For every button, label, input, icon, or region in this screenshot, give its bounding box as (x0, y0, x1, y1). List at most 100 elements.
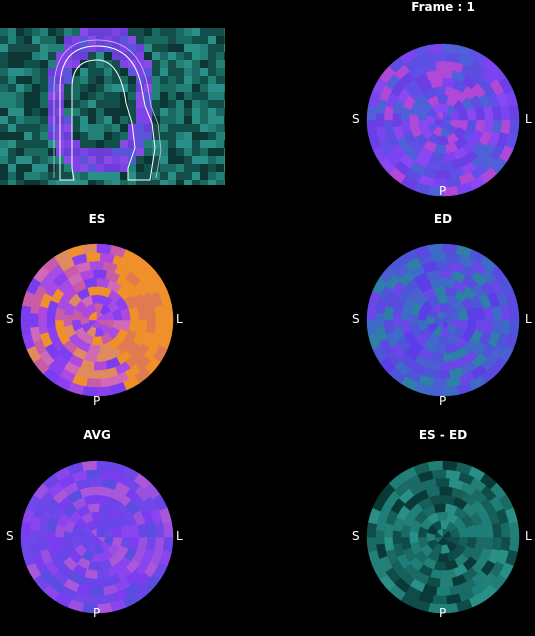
polar-segment (440, 269, 454, 278)
ed-posterior-label: P (439, 394, 446, 408)
polar-segment (443, 461, 458, 471)
polar-segment (163, 305, 173, 320)
polar-segment (21, 305, 31, 320)
polar-segment (29, 530, 38, 545)
polar-segment (501, 120, 511, 135)
avg-posterior-label: P (93, 606, 100, 620)
polar-segment (63, 531, 72, 543)
polar-segment (501, 305, 511, 320)
polar-segment (21, 320, 31, 335)
polar-segment (46, 313, 55, 327)
polar-segment (375, 113, 384, 128)
polar-segment (443, 244, 458, 254)
polar-segment (409, 314, 418, 326)
avg-septal-label: S (6, 529, 14, 543)
polar-segment (509, 537, 519, 552)
polar-segment (440, 486, 454, 495)
polar-segment (440, 578, 454, 587)
polar-segment (163, 320, 173, 335)
polar-segment (432, 595, 447, 604)
polar-segment (375, 530, 384, 545)
polar-segment (392, 313, 401, 327)
polar-segment (29, 313, 38, 328)
avg-polar-map[interactable] (20, 460, 174, 614)
polar-segment (509, 522, 519, 537)
frame-posterior-label: P (439, 184, 446, 198)
polar-segment (443, 44, 458, 54)
frame-septal-label: S (352, 112, 360, 126)
polar-segment (436, 370, 450, 379)
polar-segment (440, 69, 454, 78)
polar-segment (86, 469, 101, 478)
polar-segment (428, 244, 443, 254)
polar-segment (46, 530, 55, 544)
polar-segment (94, 269, 108, 278)
polar-segment (434, 286, 446, 295)
ed-title: ED (383, 212, 503, 226)
avg-title: AVG (37, 428, 157, 442)
polar-segment (432, 252, 447, 261)
polar-segment (88, 503, 100, 512)
polar-segment (440, 161, 454, 170)
frame-polar-map[interactable] (366, 43, 520, 197)
diff-title: ES - ED (383, 428, 503, 442)
polar-segment (94, 578, 108, 587)
polar-segment (432, 378, 447, 387)
polar-segment (367, 320, 377, 335)
polar-segment (501, 522, 511, 537)
polar-segment (436, 61, 450, 70)
diff-lateral-label: L (525, 529, 532, 543)
polar-segment (63, 314, 72, 326)
es-title: ES (37, 212, 157, 226)
polar-segment (90, 370, 104, 379)
polar-segment (367, 120, 377, 135)
polar-segment (409, 531, 418, 543)
polar-segment (367, 537, 377, 552)
polar-segment (163, 522, 173, 537)
polar-segment (90, 261, 104, 270)
polar-segment (436, 587, 450, 596)
polar-segment (155, 537, 165, 552)
ed-septal-label: S (352, 312, 360, 326)
polar-segment (86, 252, 101, 261)
polar-segment (94, 361, 108, 370)
polar-segment (86, 595, 101, 604)
polar-segment (97, 244, 112, 254)
polar-segment (501, 537, 511, 552)
polar-segment (82, 461, 97, 471)
polar-segment (392, 113, 401, 127)
polar-segment (428, 461, 443, 471)
polar-segment (90, 478, 104, 487)
polar-segment (82, 244, 97, 254)
polar-segment (367, 522, 377, 537)
es-septal-label: S (6, 312, 14, 326)
polar-segment (428, 44, 443, 54)
polar-segment (88, 286, 100, 295)
polar-segment (21, 537, 31, 552)
polar-segment (501, 105, 511, 120)
ed-polar-map[interactable] (366, 243, 520, 397)
es-lateral-label: L (176, 312, 183, 326)
diff-polar-map[interactable] (366, 460, 520, 614)
polar-segment (155, 305, 165, 320)
frame-title: Frame : 1 (383, 0, 503, 14)
polar-segment (392, 530, 401, 544)
polar-segment (509, 305, 519, 320)
myocardial-slice-view[interactable] (0, 28, 225, 185)
polar-segment (375, 313, 384, 328)
polar-segment (155, 320, 165, 335)
polar-segment (509, 120, 519, 135)
frame-lateral-label: L (525, 112, 532, 126)
polar-segment (90, 587, 104, 596)
es-polar-map[interactable] (20, 243, 174, 397)
polar-segment (432, 52, 447, 61)
polar-segment (432, 469, 447, 478)
polar-segment (436, 261, 450, 270)
polar-segment (86, 378, 101, 387)
polar-segment (501, 320, 511, 335)
polar-segment (434, 86, 446, 95)
polar-segment (509, 105, 519, 120)
polar-segment (440, 361, 454, 370)
ed-lateral-label: L (525, 312, 532, 326)
polar-segment (509, 320, 519, 335)
